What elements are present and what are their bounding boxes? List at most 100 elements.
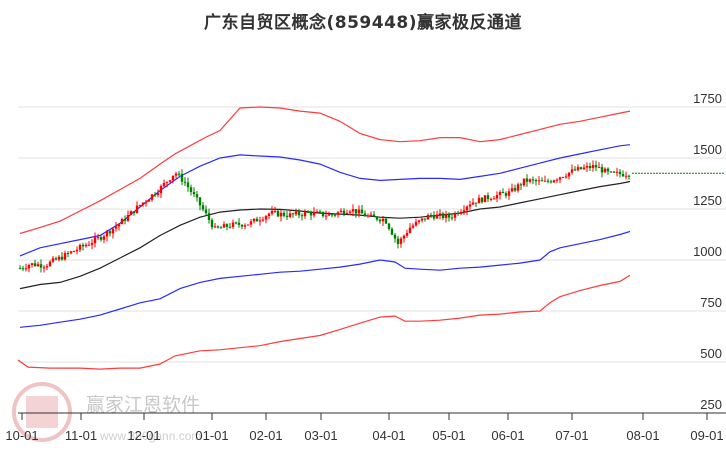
candle-body	[72, 251, 76, 253]
candle-body	[531, 179, 535, 181]
candle-body	[24, 268, 28, 270]
candle-body	[294, 211, 298, 215]
candle-body	[600, 167, 604, 173]
candle-body	[501, 191, 505, 194]
line-middle	[19, 180, 631, 290]
candle-body	[237, 222, 241, 225]
y-tick-label: 500	[700, 346, 722, 361]
candle-body	[87, 244, 91, 246]
candle-body	[144, 201, 148, 203]
candle-body	[477, 197, 481, 204]
candle-body	[624, 175, 628, 177]
candle-body	[372, 214, 376, 217]
candle-body	[198, 197, 202, 206]
candle-body	[534, 180, 538, 182]
candle-body	[108, 231, 112, 234]
candle-body	[330, 214, 334, 216]
candle-body	[90, 243, 94, 245]
candle-body	[504, 193, 508, 196]
candle-body	[111, 228, 115, 234]
candle-body	[258, 220, 262, 222]
candle-body	[165, 181, 169, 183]
candle-body	[183, 181, 187, 183]
candlesticks	[18, 160, 631, 273]
candle-body	[543, 180, 547, 182]
candle-body	[93, 237, 97, 244]
candle-body	[480, 197, 484, 203]
candle-body	[510, 188, 514, 192]
candle-body	[627, 175, 631, 177]
candle-body	[546, 180, 550, 182]
y-tick-label: 1250	[693, 193, 722, 208]
candle-body	[327, 214, 331, 216]
candle-body	[411, 225, 415, 228]
candle-body	[279, 212, 283, 217]
watermark-seal-square	[26, 396, 58, 428]
y-tick-label: 1500	[693, 142, 722, 157]
candle-body	[444, 214, 448, 219]
candle-body	[138, 204, 142, 206]
candle-body	[195, 194, 199, 198]
gridlines	[18, 106, 726, 363]
candle-body	[381, 218, 385, 222]
chart-title: 广东自贸区概念(859448)赢家极反通道	[203, 13, 522, 33]
candle-body	[252, 218, 256, 222]
candle-body	[240, 224, 244, 227]
x-tick-label: 10-01	[5, 428, 38, 443]
candle-body	[189, 187, 193, 192]
candle-body	[21, 268, 25, 270]
candle-body	[450, 217, 454, 219]
candle-body	[390, 228, 394, 235]
candle-body	[261, 219, 265, 221]
candle-body	[339, 210, 343, 213]
candle-body	[528, 179, 532, 182]
candle-body	[537, 180, 541, 182]
x-tick-label: 08-01	[626, 428, 659, 443]
candle-body	[558, 177, 562, 180]
candle-body	[567, 172, 571, 177]
candle-body	[177, 173, 181, 175]
candle-body	[204, 209, 208, 214]
candle-body	[495, 194, 499, 199]
candle-body	[129, 211, 133, 215]
candle-body	[516, 184, 520, 191]
candle-body	[75, 249, 79, 252]
candle-body	[564, 176, 568, 178]
candle-body	[243, 225, 247, 227]
candle-body	[78, 244, 82, 250]
candle-body	[462, 210, 466, 212]
candle-body	[594, 165, 598, 168]
candle-body	[561, 177, 565, 179]
candle-body	[273, 210, 277, 212]
line-outer_lower	[17, 274, 631, 370]
candle-body	[438, 213, 442, 215]
candle-body	[465, 206, 469, 211]
candle-body	[396, 238, 400, 244]
candle-body	[30, 263, 34, 266]
candle-body	[57, 256, 61, 260]
candle-body	[315, 211, 319, 213]
candle-body	[459, 211, 463, 214]
candle-body	[519, 184, 523, 186]
line-inner_lower	[19, 230, 631, 328]
candle-body	[447, 214, 451, 218]
candle-body	[231, 222, 235, 227]
candle-body	[60, 256, 64, 260]
candle-body	[573, 169, 577, 171]
candle-body	[441, 213, 445, 219]
candle-body	[414, 221, 418, 226]
candle-body	[393, 234, 397, 239]
candle-body	[507, 191, 511, 196]
candle-body	[282, 212, 286, 216]
candle-body	[213, 226, 217, 228]
candle-body	[486, 195, 490, 200]
x-tick-label: 03-01	[304, 428, 337, 443]
candle-body	[432, 215, 436, 219]
candle-body	[312, 211, 316, 216]
candle-body	[132, 211, 136, 213]
candle-body	[489, 198, 493, 200]
candle-body	[162, 182, 166, 187]
candle-body	[612, 171, 616, 173]
candle-body	[405, 232, 409, 236]
x-axis: 10-01 11-01 12-01 01-01 02-01 03-01 04-01 05-01…	[5, 412, 726, 443]
